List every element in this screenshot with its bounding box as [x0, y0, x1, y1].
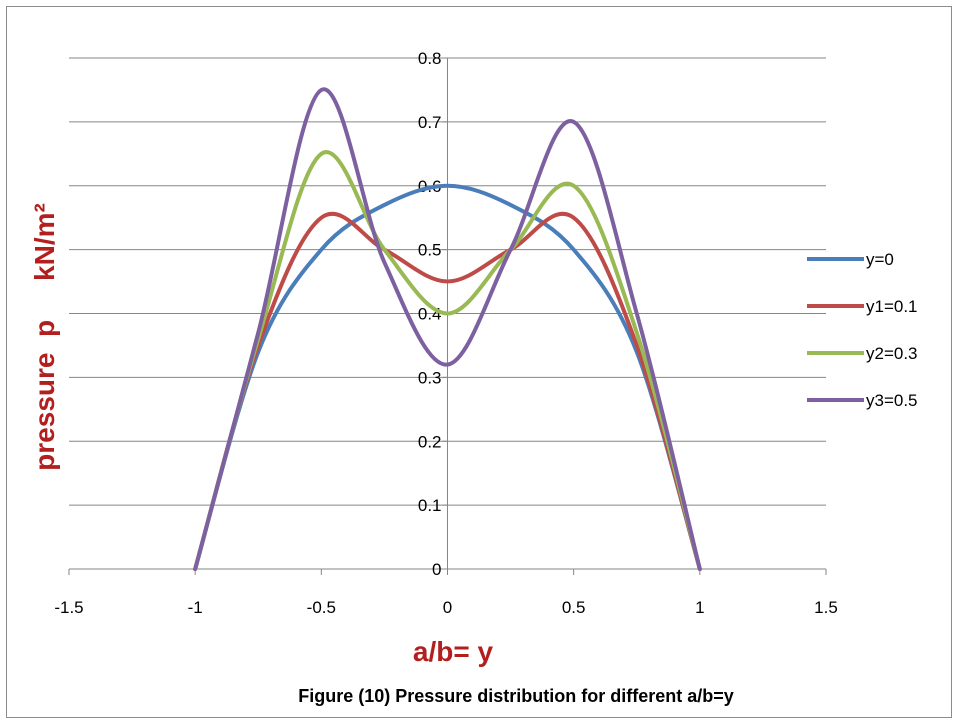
legend-label: y3=0.5: [866, 391, 918, 410]
series-line-4: [193, 87, 702, 571]
x-axis-title: a/b= y: [413, 636, 494, 667]
x-tick-label: -1: [188, 598, 203, 617]
y-tick-label: 0: [432, 560, 441, 579]
x-tick-label: -0.5: [307, 598, 336, 617]
series-line-1: [193, 183, 702, 571]
legend-label: y=0: [866, 250, 894, 269]
y-tick-labels: 00.10.20.30.40.50.60.70.8: [418, 49, 442, 579]
x-tick-label: 1: [695, 598, 704, 617]
x-tick-label: -1.5: [54, 598, 83, 617]
x-tick-label: 1.5: [814, 598, 838, 617]
chart-frame: [6, 6, 952, 718]
legend-label: y1=0.1: [866, 297, 918, 316]
series-lines: [193, 87, 702, 571]
axes: [68, 57, 827, 575]
legend-label: y2=0.3: [866, 344, 918, 363]
legend: y=0 y1=0.1 y2=0.3 y3=0.5: [807, 250, 918, 410]
y-tick-label: 0.2: [418, 432, 442, 451]
y-tick-label: 0.8: [418, 49, 442, 68]
y-tick-label: 0.7: [418, 113, 442, 132]
x-tick-label: 0: [443, 598, 452, 617]
figure-caption: Figure (10) Pressure distribution for di…: [298, 686, 734, 706]
y-tick-label: 0.5: [418, 241, 442, 260]
series-line-3: [193, 150, 702, 571]
x-tick-label: 0.5: [562, 598, 586, 617]
y-tick-label: 0.3: [418, 368, 442, 387]
y-axis-title: pressure p kN/m²: [29, 203, 60, 471]
x-tick-labels: -1.5 -1 -0.5 0 0.5 1 1.5: [54, 598, 837, 617]
y-tick-label: 0.1: [418, 496, 442, 515]
